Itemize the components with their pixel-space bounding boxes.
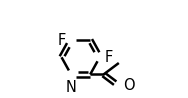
Text: F: F bbox=[105, 50, 113, 65]
Text: O: O bbox=[123, 78, 135, 93]
Text: N: N bbox=[66, 80, 77, 95]
Text: F: F bbox=[58, 33, 66, 48]
